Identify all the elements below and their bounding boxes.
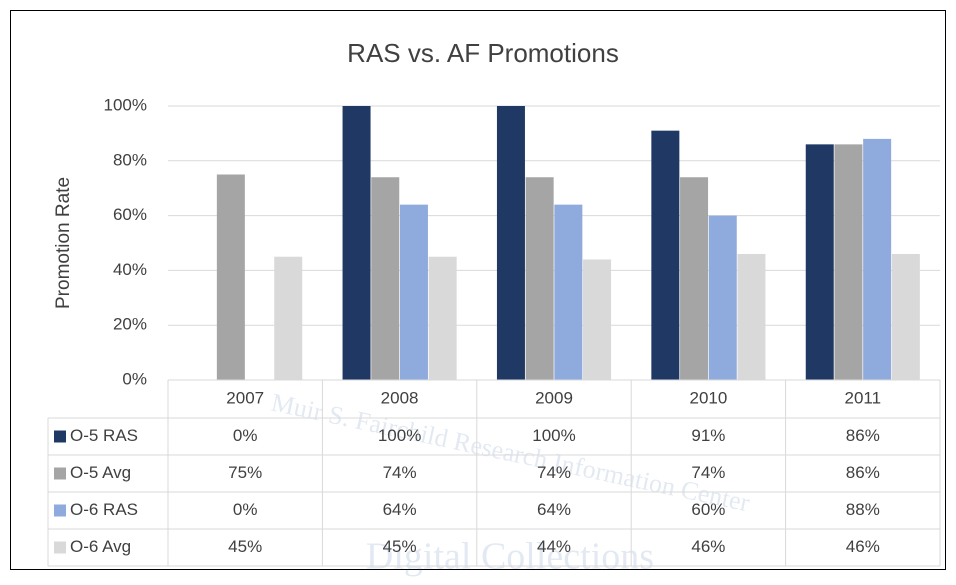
data-label: 74% — [383, 463, 417, 482]
bar — [428, 256, 457, 380]
bar — [525, 177, 554, 380]
bar — [805, 144, 834, 380]
data-label: 74% — [691, 463, 725, 482]
bar — [651, 130, 680, 380]
bar — [399, 204, 428, 380]
bar — [891, 253, 920, 380]
data-label: 91% — [691, 426, 725, 445]
y-tick-label: 0% — [122, 369, 147, 388]
bar — [216, 174, 245, 380]
data-label: 75% — [228, 463, 262, 482]
data-label: 64% — [537, 500, 571, 519]
bar — [554, 204, 583, 380]
watermark-text: Digital Collections — [366, 536, 654, 578]
data-label: 46% — [691, 537, 725, 556]
bar — [680, 177, 709, 380]
data-label: 45% — [383, 537, 417, 556]
legend-swatch — [54, 541, 66, 554]
x-tick-label: 2011 — [845, 388, 882, 407]
data-label: 44% — [537, 537, 571, 556]
data-label: 64% — [383, 500, 417, 519]
bar — [583, 259, 612, 380]
data-label: 0% — [233, 426, 258, 445]
x-tick-label: 2008 — [381, 388, 419, 407]
legend-label: O-5 RAS — [70, 426, 138, 445]
data-label: 100% — [378, 426, 421, 445]
bar — [737, 253, 766, 380]
data-label: 88% — [846, 500, 880, 519]
bar — [371, 177, 400, 380]
chart-border — [10, 10, 946, 570]
bar — [274, 256, 303, 380]
data-label: 46% — [846, 537, 880, 556]
data-label: 86% — [846, 426, 880, 445]
y-tick-label: 80% — [113, 150, 147, 169]
bar — [863, 138, 892, 380]
bar — [342, 106, 371, 380]
y-tick-label: 40% — [113, 260, 147, 279]
data-label: 100% — [532, 426, 575, 445]
bar — [834, 144, 863, 380]
data-label: 0% — [233, 500, 258, 519]
data-label: 45% — [228, 537, 262, 556]
y-tick-label: 100% — [104, 95, 147, 114]
y-tick-label: 60% — [113, 205, 147, 224]
data-label: 60% — [691, 500, 725, 519]
legend-swatch — [54, 467, 66, 480]
legend-label: O-5 Avg — [70, 463, 131, 482]
chart-title: RAS vs. AF Promotions — [347, 38, 619, 68]
legend-label: O-6 RAS — [70, 500, 138, 519]
x-tick-label: 2010 — [689, 388, 727, 407]
x-tick-label: 2007 — [226, 388, 264, 407]
y-axis-label: Promotion Rate — [53, 177, 74, 309]
legend-swatch — [54, 430, 66, 443]
legend-swatch — [54, 504, 66, 517]
y-tick-label: 20% — [113, 315, 147, 334]
data-label: 74% — [537, 463, 571, 482]
x-tick-label: 2009 — [535, 388, 573, 407]
bar — [496, 106, 525, 380]
legend-label: O-6 Avg — [70, 537, 131, 556]
bar — [708, 215, 737, 380]
data-label: 86% — [846, 463, 880, 482]
